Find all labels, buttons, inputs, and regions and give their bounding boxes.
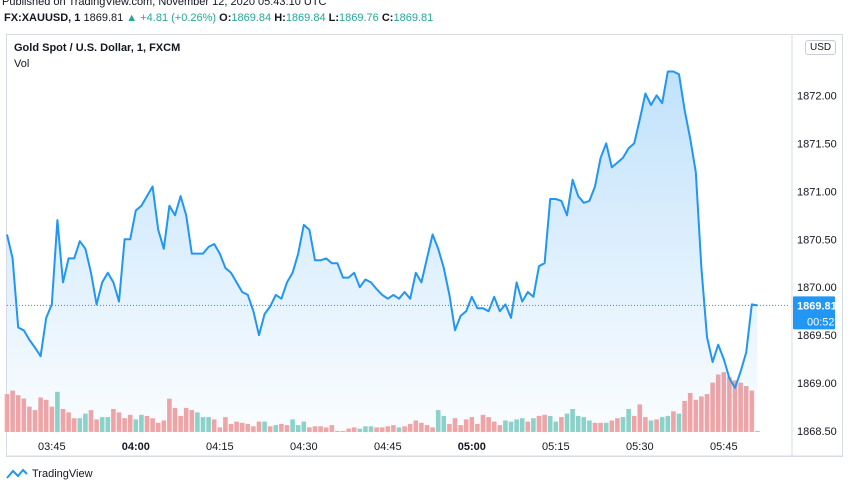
y-tick-label: 1871.00: [797, 186, 837, 198]
x-tick-label: 03:45: [38, 441, 66, 453]
price-line: [6, 70, 758, 389]
y-tick-label: 1870.00: [797, 282, 837, 294]
y-tick-label: 1868.50: [797, 426, 837, 438]
published-line: Published on TradingView.com, November 1…: [2, 0, 327, 8]
symbol-info-line: FX:XAUUSD, 1 1869.81 ▲ +4.81 (+0.26%) O:…: [4, 12, 433, 24]
x-tick-label: 04:15: [206, 441, 234, 453]
countdown-label: 00:52: [807, 316, 835, 328]
high-value: 1869.84: [285, 12, 326, 24]
low-value: 1869.76: [339, 12, 379, 24]
high-label: H:: [274, 12, 286, 24]
footer-brand: TradingView: [32, 468, 93, 480]
volume-bar: [4, 394, 10, 432]
chart-title: Gold Spot / U.S. Dollar, 1, FXCM: [14, 42, 181, 54]
x-tick-label: 05:30: [626, 441, 654, 453]
x-tick-label: 05:45: [710, 441, 738, 453]
low-label: L:: [328, 12, 340, 24]
x-tick-label: 05:00: [458, 441, 486, 453]
symbol-name[interactable]: FX:XAUUSD, 1: [4, 12, 81, 24]
y-tick-label: 1869.50: [797, 330, 837, 342]
volume-bar: [340, 430, 346, 432]
y-tick-label: 1869.00: [797, 378, 837, 390]
y-tick-label: 1871.50: [797, 138, 837, 150]
x-tick-label: 04:30: [290, 441, 318, 453]
currency-button[interactable]: USD: [805, 40, 837, 55]
y-tick-label: 1872.00: [797, 90, 837, 102]
last-price-tag-value: 1869.81: [797, 300, 837, 312]
x-tick-label: 05:15: [542, 441, 570, 453]
close-label: C:: [381, 12, 394, 24]
tradingview-logo-icon: [6, 468, 28, 479]
volume-bar: [755, 430, 760, 432]
x-tick-label: 04:00: [122, 441, 150, 453]
price-area: [7, 71, 758, 431]
footer-logo[interactable]: TradingView: [6, 468, 93, 480]
price-change: ▲ +4.81 (+0.26%): [126, 12, 217, 24]
last-price-tag: [793, 296, 835, 330]
volume-label: Vol: [14, 58, 30, 70]
open-label: O:: [219, 12, 232, 24]
last-price: 1869.81: [83, 12, 124, 24]
x-tick-label: 04:45: [374, 441, 402, 453]
volume-bar: [335, 430, 340, 432]
y-tick-label: 1870.50: [797, 234, 837, 246]
open-value: 1869.84: [231, 12, 272, 24]
close-value: 1869.81: [393, 12, 434, 24]
